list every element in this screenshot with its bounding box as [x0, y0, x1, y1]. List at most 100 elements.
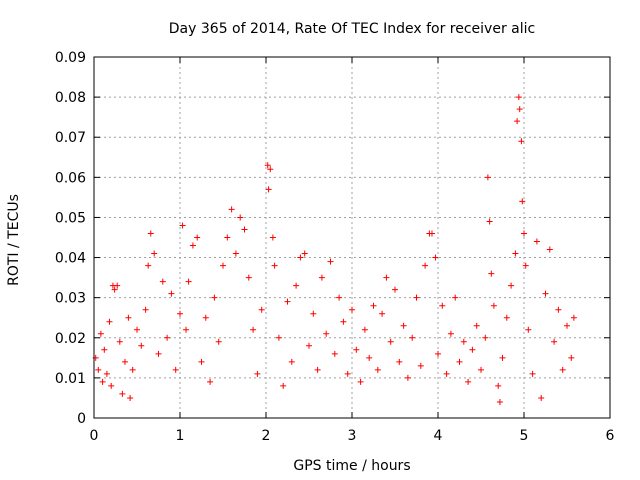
data-point [482, 334, 489, 341]
data-point [465, 378, 472, 385]
data-point [432, 254, 439, 261]
data-point [145, 262, 152, 269]
x-tick-label: 5 [520, 428, 529, 444]
y-tick-label: 0.08 [55, 90, 86, 106]
data-point [267, 166, 274, 173]
data-point [538, 394, 545, 401]
data-point [452, 294, 459, 301]
y-tick-label: 0.04 [55, 251, 86, 267]
data-point [245, 274, 252, 281]
x-tick-label: 6 [606, 428, 615, 444]
data-point [516, 106, 523, 113]
data-point [254, 370, 261, 377]
data-point [533, 238, 540, 245]
data-point [521, 230, 527, 237]
data-point [108, 382, 115, 389]
grid-lines [94, 57, 610, 418]
data-point [116, 338, 123, 345]
data-point [525, 326, 532, 333]
data-point [336, 294, 343, 301]
data-point [490, 302, 497, 309]
data-point [284, 298, 291, 305]
data-point [185, 278, 192, 285]
data-point [486, 218, 493, 225]
data-point [447, 330, 454, 337]
data-point [404, 374, 411, 381]
data-point [95, 366, 102, 373]
data-point [383, 274, 390, 281]
data-point [495, 382, 502, 389]
data-point [177, 310, 183, 317]
data-point [159, 278, 166, 285]
data-point [215, 338, 222, 345]
y-tick-label: 0.03 [55, 291, 86, 307]
data-point [439, 302, 446, 309]
data-point [264, 162, 271, 169]
data-point [301, 250, 308, 257]
data-point [127, 394, 134, 401]
data-point [179, 222, 186, 229]
data-point [370, 302, 377, 309]
data-point [183, 326, 190, 333]
data-point [349, 306, 355, 313]
data-point [518, 138, 525, 145]
data-point [374, 366, 381, 373]
x-tick-label: 3 [348, 428, 357, 444]
data-point [293, 282, 300, 289]
data-point [241, 226, 248, 233]
data-point [101, 346, 108, 353]
data-point [232, 250, 239, 257]
data-point [106, 318, 113, 325]
data-point [514, 118, 521, 125]
data-point [522, 262, 529, 269]
data-point [142, 306, 149, 313]
x-tick-label: 2 [262, 428, 271, 444]
data-point [323, 330, 330, 337]
data-point [99, 378, 106, 385]
data-point [435, 350, 441, 357]
data-point [499, 354, 506, 361]
y-tick-label: 0.09 [55, 50, 86, 66]
data-point [559, 366, 566, 373]
data-point [121, 358, 128, 365]
data-point [119, 390, 126, 397]
axis-ticks: 0 0.01 0.02 0.03 0.04 0.05 0.06 0.07 0.08 0.09 0 1 2… [55, 50, 615, 444]
data-point [207, 378, 214, 385]
data-point [512, 250, 519, 257]
data-point [379, 310, 386, 317]
data-point [314, 366, 321, 373]
data-point [306, 342, 312, 349]
data-point [515, 94, 522, 101]
data-point [111, 286, 118, 293]
data-point [392, 286, 398, 293]
x-tick-label: 4 [434, 428, 443, 444]
data-point [555, 306, 562, 313]
data-point [265, 186, 272, 193]
data-point [443, 370, 450, 377]
data-point [488, 270, 495, 277]
data-point [258, 306, 265, 313]
y-tick-label: 0.05 [55, 210, 86, 226]
data-point [297, 254, 304, 261]
data-point [357, 378, 364, 385]
data-point [198, 358, 205, 365]
data-point [202, 314, 209, 321]
data-point [189, 242, 196, 249]
data-point [409, 334, 416, 341]
data-point [496, 398, 503, 405]
data-point [134, 326, 140, 333]
data-point [570, 314, 577, 321]
data-point [484, 174, 491, 181]
x-axis-label: GPS time / hours [293, 458, 410, 474]
data-point [519, 198, 526, 205]
data-point [280, 382, 287, 389]
y-axis-label: ROTI / TECUs [6, 194, 22, 286]
data-points [92, 94, 577, 405]
y-tick-label: 0.02 [55, 331, 86, 347]
data-point [366, 354, 373, 361]
data-point [546, 246, 553, 253]
y-tick-label: 0.06 [55, 170, 86, 186]
data-point [460, 338, 467, 345]
data-point [147, 230, 154, 237]
data-point [413, 294, 420, 301]
